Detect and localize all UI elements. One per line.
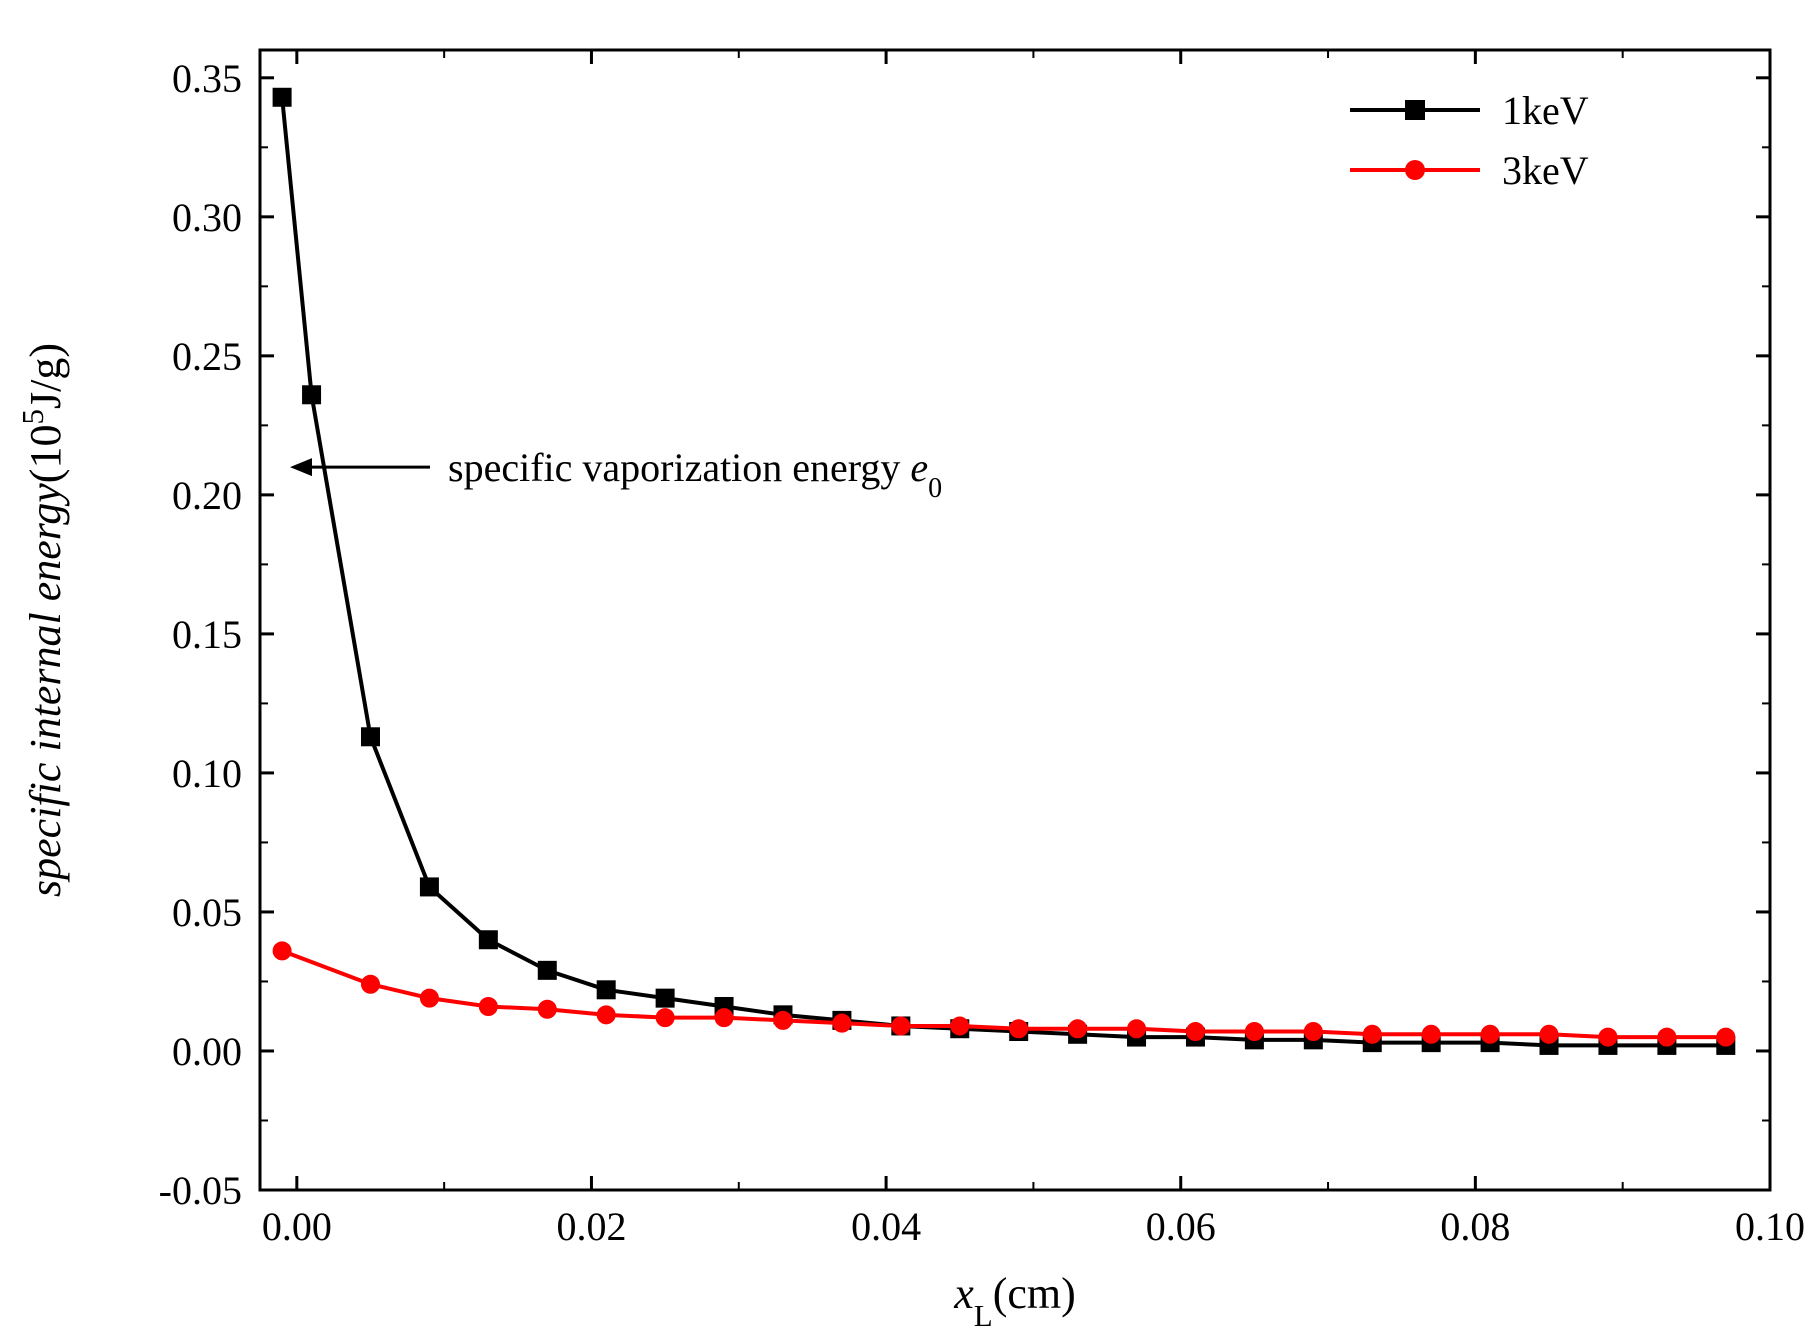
y-tick-label: -0.05 <box>159 1168 242 1213</box>
series-1keV <box>273 88 1735 1054</box>
legend-label: 3keV <box>1502 148 1589 193</box>
y-tick-label: 0.05 <box>172 890 242 935</box>
x-tick-label: 0.00 <box>262 1204 332 1249</box>
y-tick-label: 0.25 <box>172 334 242 379</box>
x-axis-title: xL(cm) <box>953 1269 1076 1333</box>
x-tick-label: 0.08 <box>1440 1204 1510 1249</box>
y-tick-label: 0.30 <box>172 195 242 240</box>
plot-border <box>260 50 1770 1190</box>
y-tick-label: 0.15 <box>172 612 242 657</box>
y-tick-label: 0.35 <box>172 56 242 101</box>
legend: 1keV 3keV <box>1350 88 1589 193</box>
x-tick-label: 0.04 <box>851 1204 921 1249</box>
annotation-text: specific vaporization energy e0 <box>448 445 942 504</box>
y-axis-title: specific internal energy(105J/g) <box>15 343 71 897</box>
chart-svg: 0.00 0.02 0.04 0.06 0.08 0.10 -0.05 0.00 0.05 0.1… <box>0 0 1816 1342</box>
legend-label: 1keV <box>1502 88 1589 133</box>
x-tick-label: 0.10 <box>1735 1204 1805 1249</box>
y-tick-label: 0.10 <box>172 751 242 796</box>
x-tick-label: 0.06 <box>1146 1204 1216 1249</box>
chart-container: 0.00 0.02 0.04 0.06 0.08 0.10 -0.05 0.00 0.05 0.1… <box>0 0 1816 1342</box>
x-tick-label: 0.02 <box>556 1204 626 1249</box>
y-tick-label: 0.00 <box>172 1029 242 1074</box>
y-tick-label: 0.20 <box>172 473 242 518</box>
